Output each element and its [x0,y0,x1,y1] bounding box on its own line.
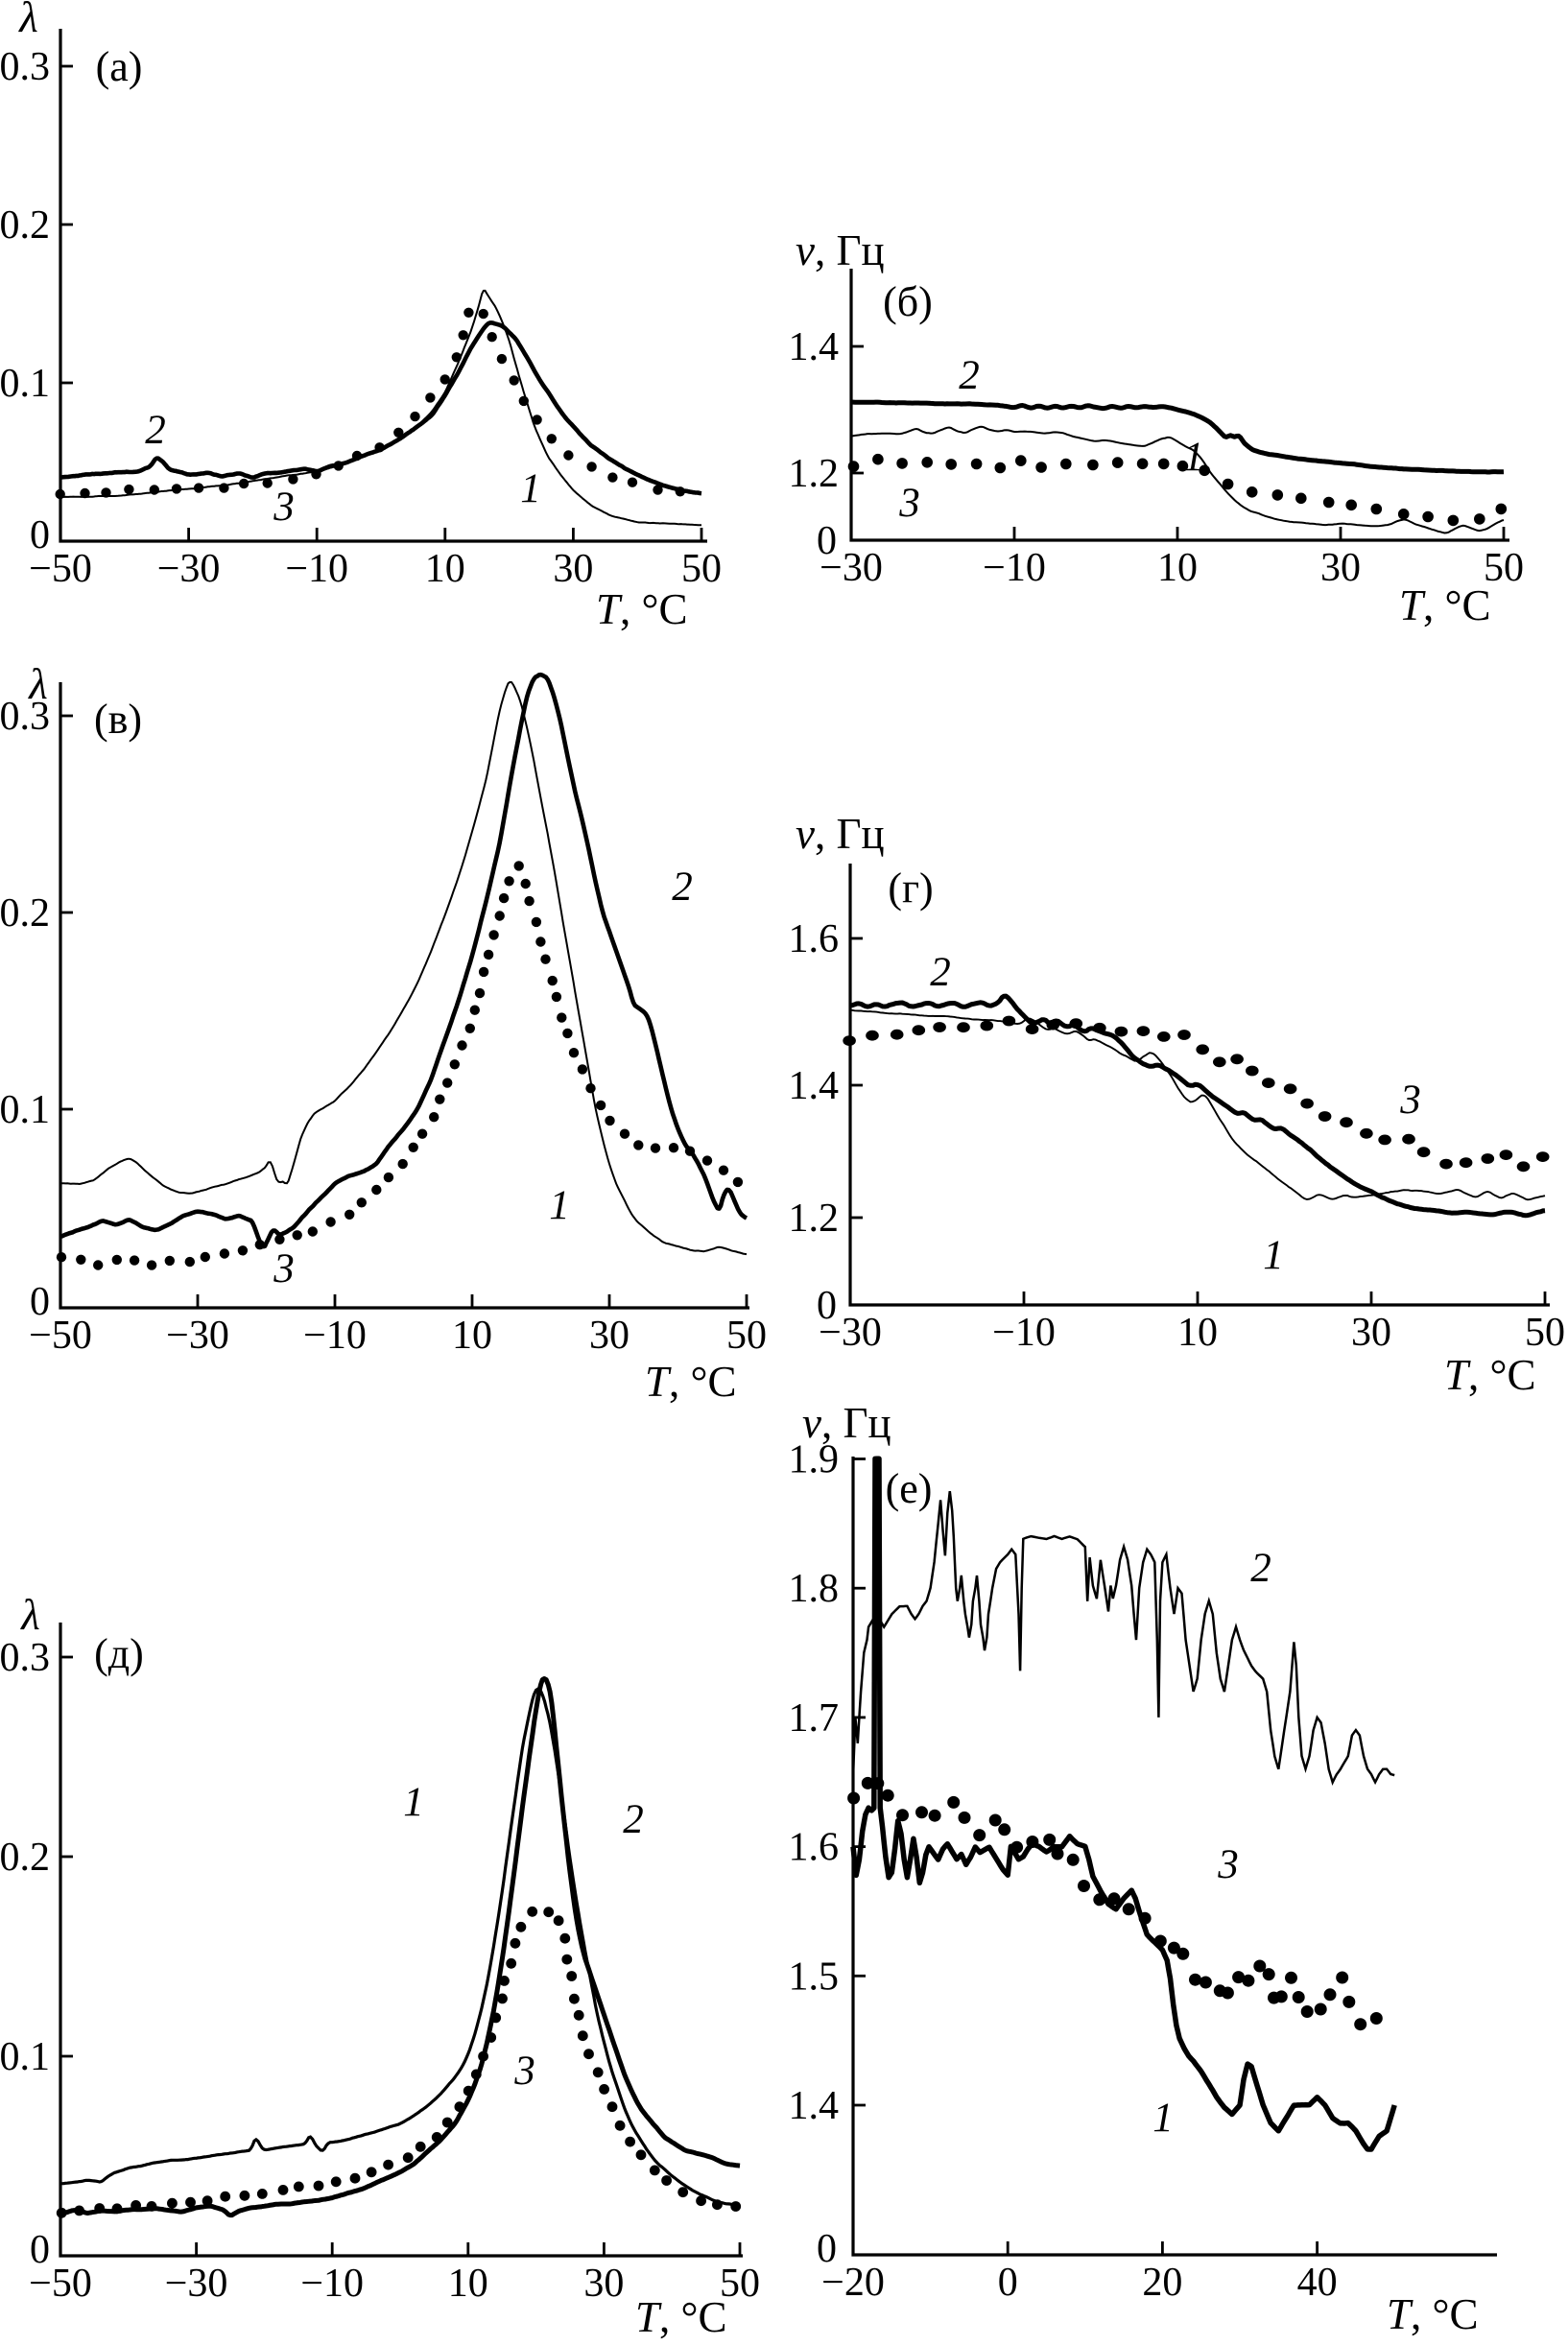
svg-text:1: 1 [1183,435,1204,480]
svg-text:0.1: 0.1 [0,1088,50,1132]
svg-text:(в): (в) [94,696,142,743]
svg-text:0: 0 [998,2261,1018,2305]
svg-text:30: 30 [553,547,593,591]
svg-text:0.3: 0.3 [0,1636,50,1680]
svg-text:1.9: 1.9 [789,1438,840,1482]
svg-text:3: 3 [273,1246,295,1291]
svg-text:50: 50 [681,547,722,591]
svg-text:1.2: 1.2 [789,1197,840,1241]
svg-text:T, °C: T, °C [645,1358,737,1406]
svg-text:0.2: 0.2 [0,1836,50,1880]
svg-text:2: 2 [959,353,980,398]
svg-text:T, °C: T, °C [1387,2290,1479,2338]
svg-text:1.7: 1.7 [789,1696,840,1741]
svg-text:30: 30 [1320,546,1361,590]
svg-text:1.6: 1.6 [789,917,840,961]
svg-text:50: 50 [1525,1311,1565,1355]
svg-text:−10: −10 [300,2262,364,2306]
svg-text:30: 30 [589,1314,630,1358]
svg-text:1: 1 [1152,2096,1174,2141]
svg-text:2: 2 [1250,1546,1271,1591]
svg-text:1: 1 [520,466,541,511]
svg-text:−30: −30 [820,546,883,590]
svg-text:1.6: 1.6 [789,1826,840,1870]
svg-text:2: 2 [145,408,166,453]
svg-text:−50: −50 [29,2262,92,2306]
svg-text:−10: −10 [983,546,1046,590]
svg-text:0.1: 0.1 [0,362,50,406]
svg-text:10: 10 [425,547,465,591]
svg-text:0.2: 0.2 [0,203,50,248]
svg-text:(б): (б) [883,278,933,325]
svg-text:−10: −10 [285,547,348,591]
svg-text:−10: −10 [303,1314,367,1358]
svg-text:λ: λ [27,660,48,708]
svg-text:(г): (г) [888,865,933,912]
svg-text:0: 0 [30,2228,50,2272]
svg-text:ν, Гц: ν, Гц [796,810,885,858]
svg-text:−30: −30 [166,1314,229,1358]
svg-text:3: 3 [1217,1842,1239,1887]
svg-text:(а): (а) [96,43,143,90]
svg-text:0.3: 0.3 [0,45,50,89]
svg-text:ν, Гц: ν, Гц [802,1399,891,1447]
svg-text:1: 1 [549,1183,570,1228]
svg-text:1.4: 1.4 [789,2084,840,2128]
svg-text:3: 3 [513,2049,535,2094]
svg-text:3: 3 [1399,1078,1421,1123]
svg-text:0: 0 [30,1280,50,1324]
svg-text:3: 3 [898,481,920,526]
svg-text:2: 2 [672,865,693,910]
svg-text:ν, Гц: ν, Гц [796,226,885,274]
svg-text:50: 50 [720,2262,760,2306]
svg-text:0.3: 0.3 [0,695,50,739]
svg-text:0: 0 [817,2227,837,2271]
svg-text:0: 0 [817,519,837,563]
svg-text:10: 10 [448,2262,488,2306]
svg-text:1: 1 [1263,1233,1284,1278]
svg-text:1.8: 1.8 [789,1567,840,1611]
svg-text:(е): (е) [886,1465,933,1512]
svg-text:−50: −50 [29,1314,92,1358]
svg-text:1.4: 1.4 [789,325,840,369]
svg-text:1.2: 1.2 [789,452,840,496]
svg-text:30: 30 [583,2262,624,2306]
svg-text:−10: −10 [992,1311,1056,1355]
svg-text:T, °C: T, °C [596,585,688,633]
svg-text:−20: −20 [821,2261,885,2305]
svg-text:30: 30 [1351,1311,1391,1355]
svg-text:T, °C: T, °C [1399,581,1491,629]
svg-text:0.1: 0.1 [0,2035,50,2079]
svg-text:2: 2 [930,950,951,995]
svg-text:10: 10 [1177,1311,1218,1355]
svg-text:10: 10 [452,1314,492,1358]
svg-text:−30: −30 [819,1311,882,1355]
svg-text:(д): (д) [94,1630,144,1677]
svg-text:50: 50 [726,1314,767,1358]
svg-text:−30: −30 [157,547,221,591]
svg-text:1.5: 1.5 [789,1955,840,1999]
svg-text:20: 20 [1142,2261,1182,2305]
svg-text:1.4: 1.4 [789,1064,840,1108]
svg-text:0: 0 [817,1284,837,1328]
svg-text:10: 10 [1157,546,1198,590]
svg-text:T, °C: T, °C [635,2293,727,2341]
svg-text:40: 40 [1297,2261,1338,2305]
svg-text:λ: λ [17,0,38,41]
svg-text:−30: −30 [165,2262,228,2306]
svg-text:0: 0 [30,513,50,557]
svg-text:0.2: 0.2 [0,891,50,936]
svg-text:3: 3 [273,485,295,530]
svg-text:λ: λ [19,1591,40,1639]
svg-text:−50: −50 [29,547,92,591]
svg-text:2: 2 [623,1797,644,1842]
svg-text:1: 1 [403,1780,424,1825]
svg-text:50: 50 [1484,546,1524,590]
svg-text:T, °C: T, °C [1444,1351,1536,1399]
